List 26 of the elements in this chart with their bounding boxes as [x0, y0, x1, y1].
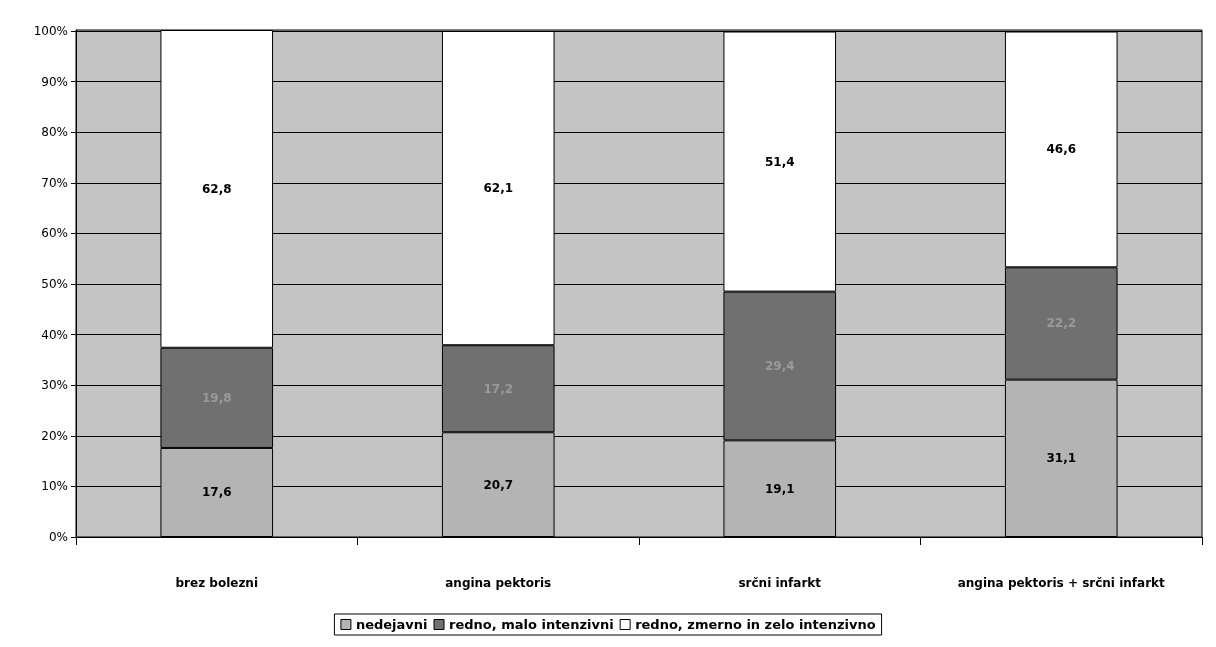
y-tick-label: 20%	[41, 428, 68, 443]
y-tick-label: 0%	[48, 530, 68, 544]
data-label: 19,1	[764, 481, 795, 496]
y-tick-label: 40%	[41, 327, 68, 342]
data-label: 17,6	[201, 485, 232, 500]
legend-label: redno, zmerno in zelo intenzivno	[635, 617, 876, 632]
y-tick-label: 70%	[41, 175, 68, 190]
x-tick-label: angina pektoris + srčni infarkt	[957, 576, 1166, 590]
data-label: 31,1	[1046, 451, 1077, 466]
legend-label: redno, malo intenzivni	[449, 617, 614, 632]
y-tick-label: 80%	[41, 125, 68, 140]
legend-label: nedejavni	[355, 617, 428, 632]
y-tick-label: 100%	[33, 24, 68, 39]
x-tick-label: srčni infarkt	[738, 576, 822, 590]
y-tick-label: 10%	[41, 479, 68, 494]
y-tick-label: 30%	[41, 378, 68, 393]
data-label: 51,4	[764, 154, 795, 169]
data-label: 20,7	[483, 477, 514, 492]
y-tick-label: 60%	[41, 226, 68, 241]
x-tick-label: angina pektoris	[445, 576, 552, 590]
y-tick-label: 90%	[41, 74, 68, 89]
data-label: 62,8	[201, 181, 232, 196]
data-label: 62,1	[483, 181, 514, 196]
x-tick-label: brez bolezni	[175, 576, 259, 590]
y-tick-label: 50%	[41, 277, 68, 292]
data-label: 46,6	[1046, 142, 1077, 157]
